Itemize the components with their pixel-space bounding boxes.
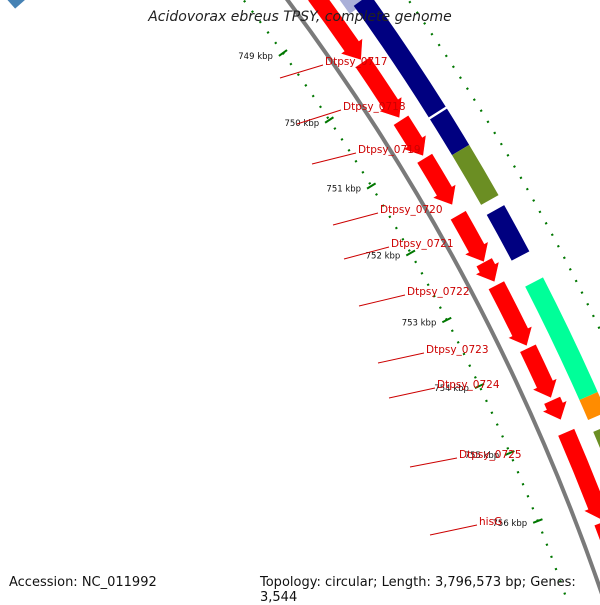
gene-label-leader bbox=[429, 524, 478, 536]
gene-label-leader bbox=[409, 457, 458, 468]
cog-block-orange bbox=[579, 391, 600, 420]
gene-label-leader bbox=[377, 352, 425, 364]
scale-tick-label: 751 kbp bbox=[326, 185, 361, 195]
gene-arrow bbox=[557, 428, 600, 520]
gene-arrow bbox=[354, 56, 403, 119]
cog-block-steelblue-fragment bbox=[7, 0, 25, 9]
genome-summary-text: Topology: circular; Length: 3,796,573 bp… bbox=[260, 575, 576, 605]
gene-arrow bbox=[519, 343, 558, 399]
scale-ticks: 749 kbp 750 kbp 751 kbp 752 kbp 753 kbp 754 k… bbox=[238, 49, 543, 529]
genome-backbone bbox=[284, 0, 600, 595]
gene-labels: Dtpsy_0717 Dtpsy_0718 Dtpsy_0719 Dtpsy_0720… bbox=[279, 56, 522, 536]
gene-label: hisG bbox=[479, 516, 502, 528]
cog-block-navy bbox=[429, 108, 470, 156]
gene-label: Dtpsy_0718 bbox=[343, 101, 406, 113]
gene-label: Dtpsy_0721 bbox=[391, 238, 454, 250]
gene-arrows bbox=[307, 0, 600, 542]
scale-tick-label: 755 kbp bbox=[465, 451, 500, 461]
cog-block-aquamarine bbox=[525, 277, 598, 401]
gene-label: Dtpsy_0719 bbox=[358, 144, 421, 156]
gene-label-leader bbox=[343, 246, 390, 260]
scale-tick-mark bbox=[474, 382, 485, 390]
scale-tick-mark bbox=[532, 518, 543, 524]
gene-label: Dtpsy_0717 bbox=[325, 56, 388, 68]
cog-block-olive bbox=[452, 144, 499, 205]
scale-tick-mark bbox=[504, 450, 515, 456]
scale-tick-label: 753 kbp bbox=[402, 318, 437, 328]
cog-block-navy bbox=[353, 0, 446, 118]
scale-tick-mark bbox=[278, 49, 288, 57]
gene-arrow bbox=[541, 395, 568, 421]
scale-tick-label: 750 kbp bbox=[284, 119, 319, 129]
inner-dotted-track bbox=[242, 0, 570, 605]
gene-label: Dtpsy_0725 bbox=[459, 449, 522, 461]
gene-arrow bbox=[474, 257, 500, 283]
gene-arrow bbox=[392, 114, 427, 157]
scale-tick-mark bbox=[405, 249, 416, 257]
map-title: Acidovorax ebreus TPSY, complete genome bbox=[148, 9, 452, 25]
gene-arrow bbox=[307, 0, 363, 61]
gene-label-leader bbox=[279, 64, 324, 79]
scale-tick-label: 754 kbp bbox=[434, 384, 469, 394]
gene-label: Dtpsy_0724 bbox=[437, 379, 500, 391]
gene-arrow bbox=[487, 280, 533, 347]
gene-label-leader bbox=[358, 294, 406, 307]
gene-arrow bbox=[449, 210, 489, 263]
gene-arrow bbox=[593, 522, 600, 542]
scale-tick-mark bbox=[366, 182, 377, 190]
scale-tick-label: 749 kbp bbox=[238, 52, 273, 62]
gene-label-leader bbox=[311, 152, 357, 165]
gene-label-leader bbox=[296, 109, 342, 125]
gene-label-leader bbox=[332, 212, 379, 226]
scale-tick-mark bbox=[441, 316, 452, 324]
scale-tick-mark bbox=[324, 116, 334, 124]
gene-label: Dtpsy_0723 bbox=[426, 344, 489, 356]
gene-label: Dtpsy_0720 bbox=[380, 204, 443, 216]
accession-text: Accession: NC_011992 bbox=[9, 575, 157, 590]
gene-arrow bbox=[416, 152, 457, 206]
gene-label-leader bbox=[388, 387, 436, 399]
gene-label: Dtpsy_0722 bbox=[407, 286, 470, 298]
cog-block-navy bbox=[486, 205, 530, 261]
cog-block-olive bbox=[593, 429, 600, 449]
scale-tick-label: 752 kbp bbox=[366, 251, 401, 261]
scale-tick-label: 756 kbp bbox=[493, 519, 528, 529]
